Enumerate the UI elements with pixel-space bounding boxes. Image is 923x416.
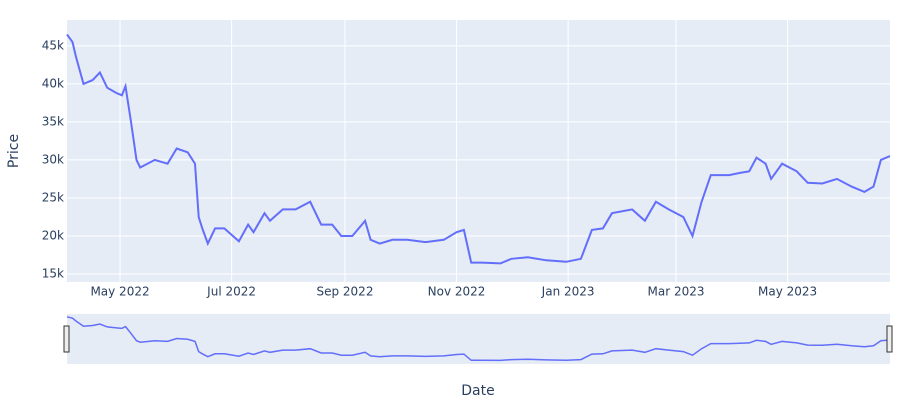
y-axis-title: Price [6,134,22,168]
y-tick-label: 45k [42,38,64,52]
line [66,33,891,265]
x-tick-label: May 2022 [90,285,149,299]
x-tick-label: Jul 2022 [206,285,256,299]
range-slider [67,314,890,364]
y-tick-label: 25k [42,190,64,204]
x-tick-label: Sep 2022 [316,285,373,299]
x-tick-label: Mar 2023 [648,285,705,299]
y-tick-label: 40k [42,76,64,90]
y-tick-label: 35k [42,114,64,128]
y-tick-label: 20k [42,228,64,242]
x-tick-label: May 2023 [758,285,817,299]
slider-line [66,316,891,362]
y-tick-label: 30k [42,152,64,166]
x-axis-title: Date [461,383,494,399]
x-tick-label: Jan 2023 [541,285,595,299]
x-tick-label: Nov 2022 [428,285,486,299]
plot-area [67,20,890,282]
y-tick-label: 15k [42,267,64,281]
slider-handle[interactable] [886,325,893,353]
slider-handle[interactable] [63,325,70,353]
